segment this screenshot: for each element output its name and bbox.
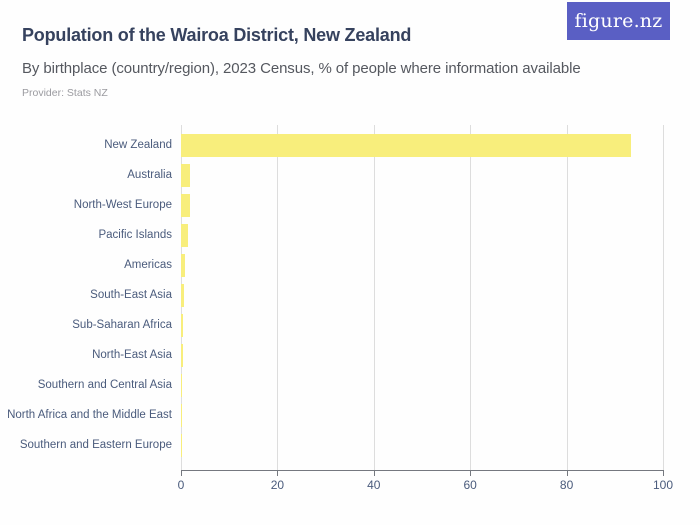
gridline-x-60: [470, 125, 472, 470]
category-label-americas: Americas: [124, 259, 172, 271]
category-label-southern-and-central-asia: Southern and Central Asia: [37, 379, 172, 391]
x-tick-mark-60: [470, 470, 472, 476]
category-label-north-west-europe: North-West Europe: [73, 199, 172, 211]
x-tick-label-100: 100: [652, 478, 674, 492]
gridline-x-100: [663, 125, 664, 470]
category-label-new-zealand: New Zealand: [104, 139, 172, 151]
bar-southern-and-eastern-europe: [181, 433, 182, 457]
category-label-north-africa-and-the-middle-east: North Africa and the Middle East: [7, 409, 172, 421]
x-tick-mark-100: [663, 470, 664, 476]
gridline-x-80: [566, 125, 568, 470]
bar-sub-saharan-africa: [181, 313, 184, 337]
bar-southern-and-central-asia: [181, 373, 183, 397]
category-label-north-east-asia: North-East Asia: [92, 349, 172, 361]
figure-nz-logo[interactable]: figure.nz: [567, 2, 670, 40]
x-tick-label-20: 20: [270, 478, 285, 492]
x-tick-mark-0: [181, 470, 182, 476]
bar-north-east-asia: [181, 343, 183, 367]
bar-new-zealand: [181, 133, 631, 157]
gridline-x-20: [277, 125, 279, 470]
x-axis-line: [181, 470, 663, 471]
category-label-australia: Australia: [127, 169, 172, 181]
chart-title: Population of the Wairoa District, New Z…: [22, 25, 412, 45]
bar-americas: [181, 253, 185, 277]
x-tick-mark-80: [566, 470, 568, 476]
category-label-pacific-islands: Pacific Islands: [98, 229, 172, 241]
chart-subtitle: By birthplace (country/region), 2023 Cen…: [22, 60, 581, 77]
bar-australia: [181, 163, 191, 187]
x-tick-label-80: 80: [559, 478, 574, 492]
bar-north-africa-and-the-middle-east: [181, 403, 182, 427]
x-tick-mark-20: [277, 470, 279, 476]
category-label-southern-and-eastern-europe: Southern and Eastern Europe: [19, 439, 172, 451]
category-label-south-east-asia: South-East Asia: [90, 289, 172, 301]
x-tick-mark-40: [373, 470, 375, 476]
x-tick-label-0: 0: [177, 478, 185, 492]
gridline-x-40: [373, 125, 375, 470]
category-label-sub-saharan-africa: Sub-Saharan Africa: [72, 319, 172, 331]
chart-provider: Provider: Stats NZ: [22, 87, 108, 99]
x-tick-label-60: 60: [463, 478, 477, 492]
figure-nz-logo-text: figure.nz: [574, 10, 663, 32]
bar-south-east-asia: [181, 283, 184, 307]
bar-pacific-islands: [181, 223, 189, 247]
bar-north-west-europe: [181, 193, 190, 217]
x-tick-label-40: 40: [367, 478, 381, 492]
